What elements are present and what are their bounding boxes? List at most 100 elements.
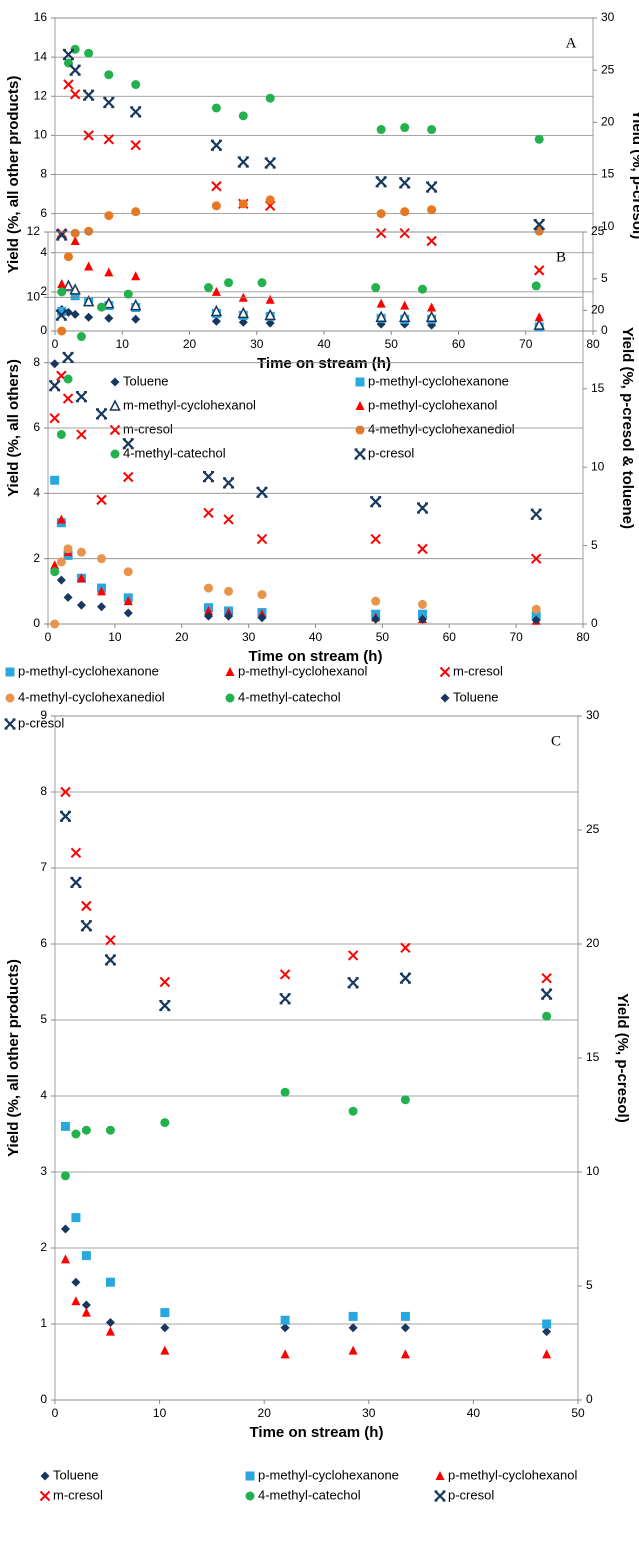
data-point [70,228,80,238]
data-point [81,1300,91,1310]
data-point [123,596,133,606]
y-tick-label: 10 [27,290,41,304]
data-point [265,93,275,103]
data-point [105,934,116,946]
data-point [131,271,141,281]
y-tick-label: 12 [27,224,41,238]
panel-label: B [556,249,566,265]
data-point [400,207,410,217]
y-tick-label: 4 [40,1088,47,1102]
y-tick-label: 0 [40,323,47,337]
data-point [50,359,60,369]
data-point [280,1323,290,1333]
plot-frame [54,17,594,332]
y-tick-label: 2 [40,1240,47,1254]
data-point [105,1317,115,1327]
x-tick-label: 60 [452,337,466,351]
y-tick-label: 8 [40,784,47,798]
legend-label: 4-methyl-cyclohexanediol [368,421,515,436]
y-tick-label: 1 [40,1316,47,1330]
data-point [131,207,141,217]
y-tick-label: 10 [34,128,48,142]
data-point [534,134,544,144]
data-point [370,533,381,545]
legend-marker [4,718,16,730]
data-point [55,309,67,321]
data-point [130,139,141,151]
legend-label: p-methyl-cyclohexanol [238,663,367,678]
data-point [96,494,107,506]
data-point [97,554,106,564]
data-point [257,613,267,623]
data-point [418,599,427,609]
legend-marker [355,377,365,387]
y-tick-label: 5 [40,1012,47,1026]
x-axis-title: Time on stream (h) [250,1424,384,1441]
data-point [123,567,133,577]
legend-label: p-methyl-cyclohexanol [448,1467,577,1482]
y-tick-label: 6 [40,206,47,220]
data-point [203,471,214,483]
data-point [70,847,82,859]
data-point [50,560,60,570]
data-point [427,205,437,215]
data-point [76,332,86,342]
data-point [105,1326,115,1336]
y2-tick-label: 15 [591,381,605,395]
data-point [530,553,542,564]
panel-label: A [566,35,577,51]
data-point [84,312,94,322]
legend-marker [354,448,366,460]
y2-tick-label: 10 [586,1164,600,1178]
y-axis-title: Yield (%, all other products) [5,959,22,1157]
x-tick-label: 30 [362,1406,376,1420]
data-point [83,130,94,141]
data-point [76,547,86,557]
legend-marker [109,424,121,436]
data-point [131,80,141,90]
data-point [56,575,66,585]
data-point [427,302,437,312]
data-point [84,48,94,58]
x-tick-label: 30 [242,630,256,644]
data-point [97,602,106,612]
y-tick-label: 16 [34,10,48,24]
y2-tick-label: 25 [601,62,615,76]
data-point [371,614,381,624]
data-point [122,438,134,450]
data-point [211,181,222,192]
data-point [238,199,248,209]
data-point [224,278,234,288]
data-point [533,318,545,330]
data-point [542,1319,552,1329]
data-point [542,1349,552,1359]
legend-marker [439,666,451,678]
data-point [57,279,67,289]
data-point [49,380,61,392]
data-point [56,514,66,524]
data-point [60,1254,70,1264]
legend-label: p-methyl-cyclohexanone [258,1467,399,1482]
data-point [211,201,221,211]
data-point [399,227,410,239]
plot-frame [54,715,579,1401]
data-point [531,281,541,291]
legend-marker [109,399,121,411]
data-point [425,310,438,323]
data-point [398,310,411,323]
data-point [376,298,386,308]
legend-label: m-methyl-cyclohexanol [123,397,256,412]
data-point [375,310,387,323]
legend-marker [245,1471,255,1481]
data-point [57,287,67,297]
y-tick-label: 6 [40,936,47,950]
data-point [400,1311,410,1321]
x-tick-label: 0 [52,1406,59,1420]
legend-label: Toluene [53,1467,99,1482]
data-point [211,103,221,113]
data-point [376,209,386,219]
data-point [82,294,95,307]
legend-label: Toluene [123,373,169,388]
data-point [80,920,92,932]
